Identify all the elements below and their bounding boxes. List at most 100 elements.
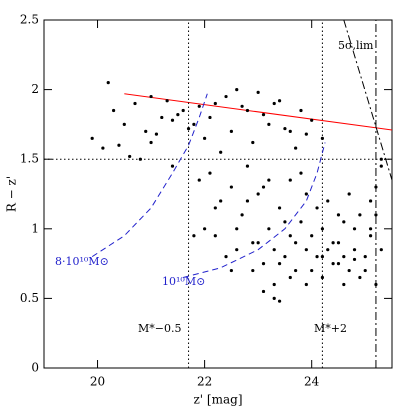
- point: [213, 234, 217, 238]
- point: [256, 241, 260, 245]
- point: [304, 248, 308, 252]
- x-tick-label: 24: [304, 375, 320, 389]
- point: [326, 248, 330, 252]
- point: [315, 255, 319, 259]
- point: [251, 268, 255, 273]
- point: [310, 268, 314, 273]
- point: [261, 185, 266, 189]
- annotation: 5σ,lim: [338, 39, 374, 52]
- point: [219, 150, 223, 154]
- point: [374, 282, 378, 287]
- point: [379, 164, 383, 168]
- point: [272, 282, 276, 287]
- point: [267, 122, 271, 126]
- y-tick-label: 2.5: [20, 13, 39, 27]
- point: [342, 282, 346, 287]
- point: [90, 136, 94, 140]
- annotation: M*+2: [314, 322, 347, 335]
- point: [277, 99, 282, 103]
- point: [197, 104, 201, 108]
- point: [288, 275, 292, 280]
- point: [374, 213, 378, 217]
- point: [256, 192, 260, 196]
- point: [299, 220, 303, 224]
- point: [379, 157, 383, 161]
- point: [203, 136, 207, 140]
- point: [240, 104, 244, 108]
- point: [261, 262, 266, 266]
- point: [358, 213, 362, 217]
- point: [176, 113, 180, 117]
- point: [122, 122, 126, 126]
- point: [277, 299, 282, 303]
- point: [326, 199, 330, 203]
- point: [160, 115, 164, 120]
- point: [235, 88, 239, 92]
- point: [358, 275, 362, 280]
- point: [272, 296, 276, 300]
- point: [235, 227, 239, 231]
- point: [347, 268, 351, 273]
- point: [288, 129, 292, 133]
- point: [288, 178, 292, 182]
- reference-line: [124, 93, 393, 131]
- y-tick-label: 2: [31, 82, 39, 96]
- y-tick-label: 0: [31, 361, 39, 375]
- point: [101, 146, 105, 150]
- point: [304, 132, 308, 136]
- point: [106, 81, 110, 85]
- point: [229, 268, 233, 273]
- point: [342, 255, 346, 259]
- point: [347, 192, 351, 196]
- point: [192, 122, 196, 126]
- point: [144, 129, 148, 133]
- point: [208, 171, 212, 175]
- point: [294, 146, 298, 150]
- point: [240, 213, 244, 217]
- point: [283, 126, 287, 131]
- point: [336, 262, 341, 266]
- point: [138, 157, 142, 161]
- point: [320, 275, 324, 280]
- point: [245, 199, 250, 203]
- point: [368, 227, 373, 231]
- point: [213, 206, 217, 210]
- point: [283, 255, 287, 259]
- reference-line: [183, 142, 326, 279]
- reference-line: [343, 19, 393, 181]
- point: [342, 220, 346, 224]
- point: [299, 171, 303, 175]
- point: [310, 118, 314, 122]
- point: [154, 132, 159, 136]
- point: [379, 248, 383, 252]
- point: [267, 227, 271, 231]
- point: [170, 164, 175, 168]
- point: [112, 108, 116, 113]
- point: [170, 118, 175, 122]
- point: [352, 248, 357, 252]
- y-tick-label: 1: [31, 221, 39, 235]
- point: [320, 136, 324, 140]
- point: [352, 257, 357, 262]
- point: [272, 101, 276, 106]
- point: [374, 185, 378, 189]
- point: [294, 241, 298, 245]
- point: [368, 199, 373, 203]
- point: [149, 140, 153, 145]
- point: [181, 108, 185, 113]
- point: [352, 227, 357, 231]
- point: [304, 282, 308, 287]
- point: [229, 129, 233, 133]
- point: [310, 234, 314, 238]
- point: [277, 206, 282, 210]
- y-tick-label: 0.5: [20, 291, 39, 305]
- point: [192, 234, 196, 238]
- point: [229, 185, 233, 189]
- point: [331, 241, 335, 245]
- point: [363, 268, 367, 273]
- point: [133, 101, 137, 106]
- point: [224, 94, 228, 99]
- point: [165, 99, 169, 103]
- point: [251, 140, 255, 145]
